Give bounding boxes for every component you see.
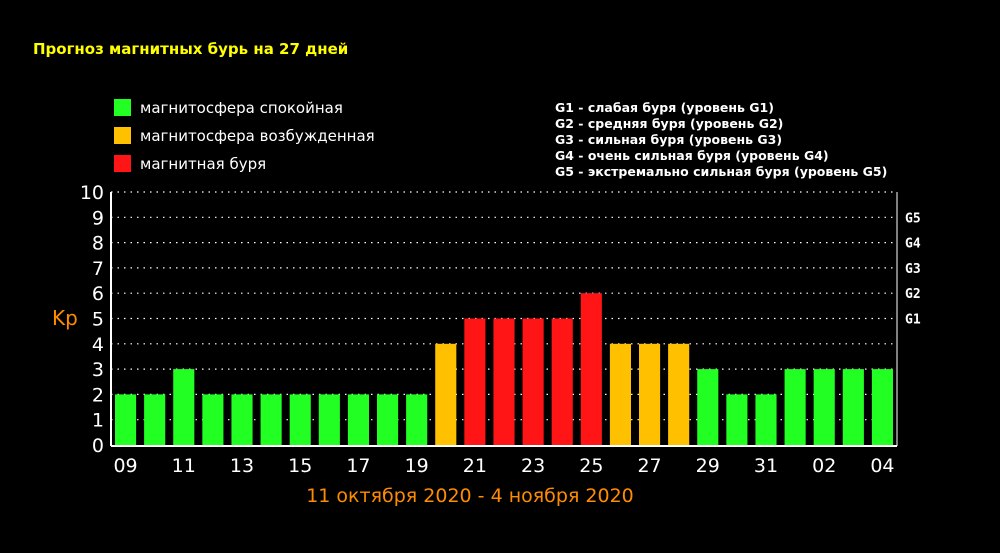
bar-day-14 [493,318,515,445]
legend-swatch-quiet [114,99,131,116]
legend-label: магнитная буря [140,155,266,173]
y-axis-label: Kp [52,306,78,330]
legend-swatch-storm [114,155,131,172]
bar-day-2 [144,394,166,445]
bar-day-20 [668,343,690,445]
bar-day-10 [377,394,399,445]
y-tick-label: 8 [92,233,104,255]
bar-day-1 [115,394,137,445]
y-tick-label: 3 [92,359,104,381]
x-tick-label: 17 [346,455,370,477]
y-tick-label: 4 [92,334,104,356]
y-tick-label: 2 [92,384,104,406]
legend-label: магнитосфера возбужденная [140,127,375,145]
bar-day-7 [289,394,311,445]
x-tick-label: 11 [172,455,196,477]
x-tick-label: 23 [521,455,545,477]
bar-day-11 [406,394,428,445]
bar-day-22 [726,394,748,445]
bar-day-18 [609,343,631,445]
storm-scale-legend-line: G3 - сильная буря (уровень G3) [555,132,782,147]
bar-day-3 [173,369,195,445]
storm-scale-legend-line: G5 - экстремально сильная буря (уровень … [555,164,887,179]
bar-day-12 [435,343,457,445]
y-tick-label: 7 [92,258,104,280]
x-tick-label: 19 [405,455,429,477]
x-tick-label: 31 [754,455,778,477]
bar-day-26 [842,369,864,445]
bar-day-21 [697,369,719,445]
chart-title: Прогноз магнитных бурь на 27 дней [33,40,349,58]
x-tick-label: 25 [579,455,603,477]
bar-day-25 [813,369,835,445]
bar-day-24 [784,369,806,445]
g-level-label: G4 [905,237,921,252]
y-tick-label: 1 [92,410,104,432]
x-tick-label: 02 [812,455,836,477]
bar-day-17 [580,293,602,445]
bar-day-9 [347,394,369,445]
x-tick-label: 09 [113,455,137,477]
x-axis-label: 11 октября 2020 - 4 ноября 2020 [306,485,634,507]
bar-day-8 [318,394,340,445]
bar-day-15 [522,318,544,445]
bar-day-4 [202,394,224,445]
g-level-label: G2 [905,287,921,302]
legend-label: магнитосфера спокойная [140,99,343,117]
y-tick-label: 6 [92,283,104,305]
y-tick-label: 5 [92,309,104,331]
x-tick-label: 04 [870,455,894,477]
storm-scale-legend-line: G4 - очень сильная буря (уровень G4) [555,148,829,163]
x-tick-label: 13 [230,455,254,477]
bar-day-16 [551,318,573,445]
legend-swatch-excited [114,127,131,144]
g-level-label: G3 [905,262,921,277]
x-tick-label: 27 [637,455,661,477]
bar-day-19 [639,343,661,445]
bar-day-6 [260,394,282,445]
x-tick-label: 21 [463,455,487,477]
g-level-label: G5 [905,211,921,226]
x-tick-label: 29 [696,455,720,477]
y-tick-label: 0 [92,435,104,457]
x-tick-label: 15 [288,455,312,477]
bar-day-27 [871,369,893,445]
y-tick-label: 9 [92,207,104,229]
bar-day-13 [464,318,486,445]
bar-day-5 [231,394,253,445]
g-level-label: G1 [905,313,921,328]
storm-scale-legend-line: G2 - средняя буря (уровень G2) [555,116,783,131]
storm-scale-legend-line: G1 - слабая буря (уровень G1) [555,100,774,115]
y-tick-label: 10 [80,182,104,204]
bar-day-23 [755,394,777,445]
